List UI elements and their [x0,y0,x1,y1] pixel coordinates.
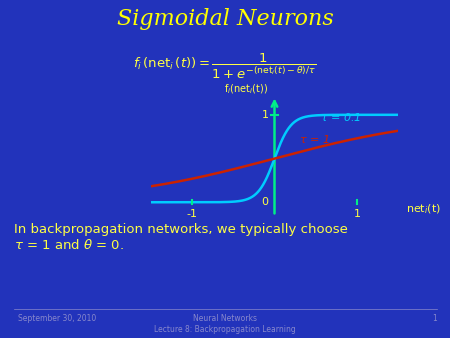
Text: $\tau$ = 0.1: $\tau$ = 0.1 [320,111,361,123]
Text: September 30, 2010: September 30, 2010 [18,314,96,323]
Text: $f_i\,(\mathrm{net}_i\,(t)) = \dfrac{1}{1 + e^{-(\mathrm{net}_i(t)-\theta)/\tau}: $f_i\,(\mathrm{net}_i\,(t)) = \dfrac{1}{… [133,52,317,81]
Text: 0: 0 [262,197,269,207]
Text: Neural Networks
Lecture 8: Backpropagation Learning: Neural Networks Lecture 8: Backpropagati… [154,314,296,334]
Text: In backpropagation networks, we typically choose
$\tau$ = 1 and $\theta$ = 0.: In backpropagation networks, we typicall… [14,223,347,252]
Text: -1: -1 [186,209,198,219]
Text: Sigmoidal Neurons: Sigmoidal Neurons [117,8,333,30]
Text: 1: 1 [432,314,436,323]
Text: net$_i$(t): net$_i$(t) [406,202,441,216]
Text: $\tau$ = 1: $\tau$ = 1 [299,133,330,145]
Text: 1: 1 [262,110,269,120]
Text: 1: 1 [354,209,360,219]
Text: f$_i$(net$_i$(t)): f$_i$(net$_i$(t)) [224,82,268,96]
